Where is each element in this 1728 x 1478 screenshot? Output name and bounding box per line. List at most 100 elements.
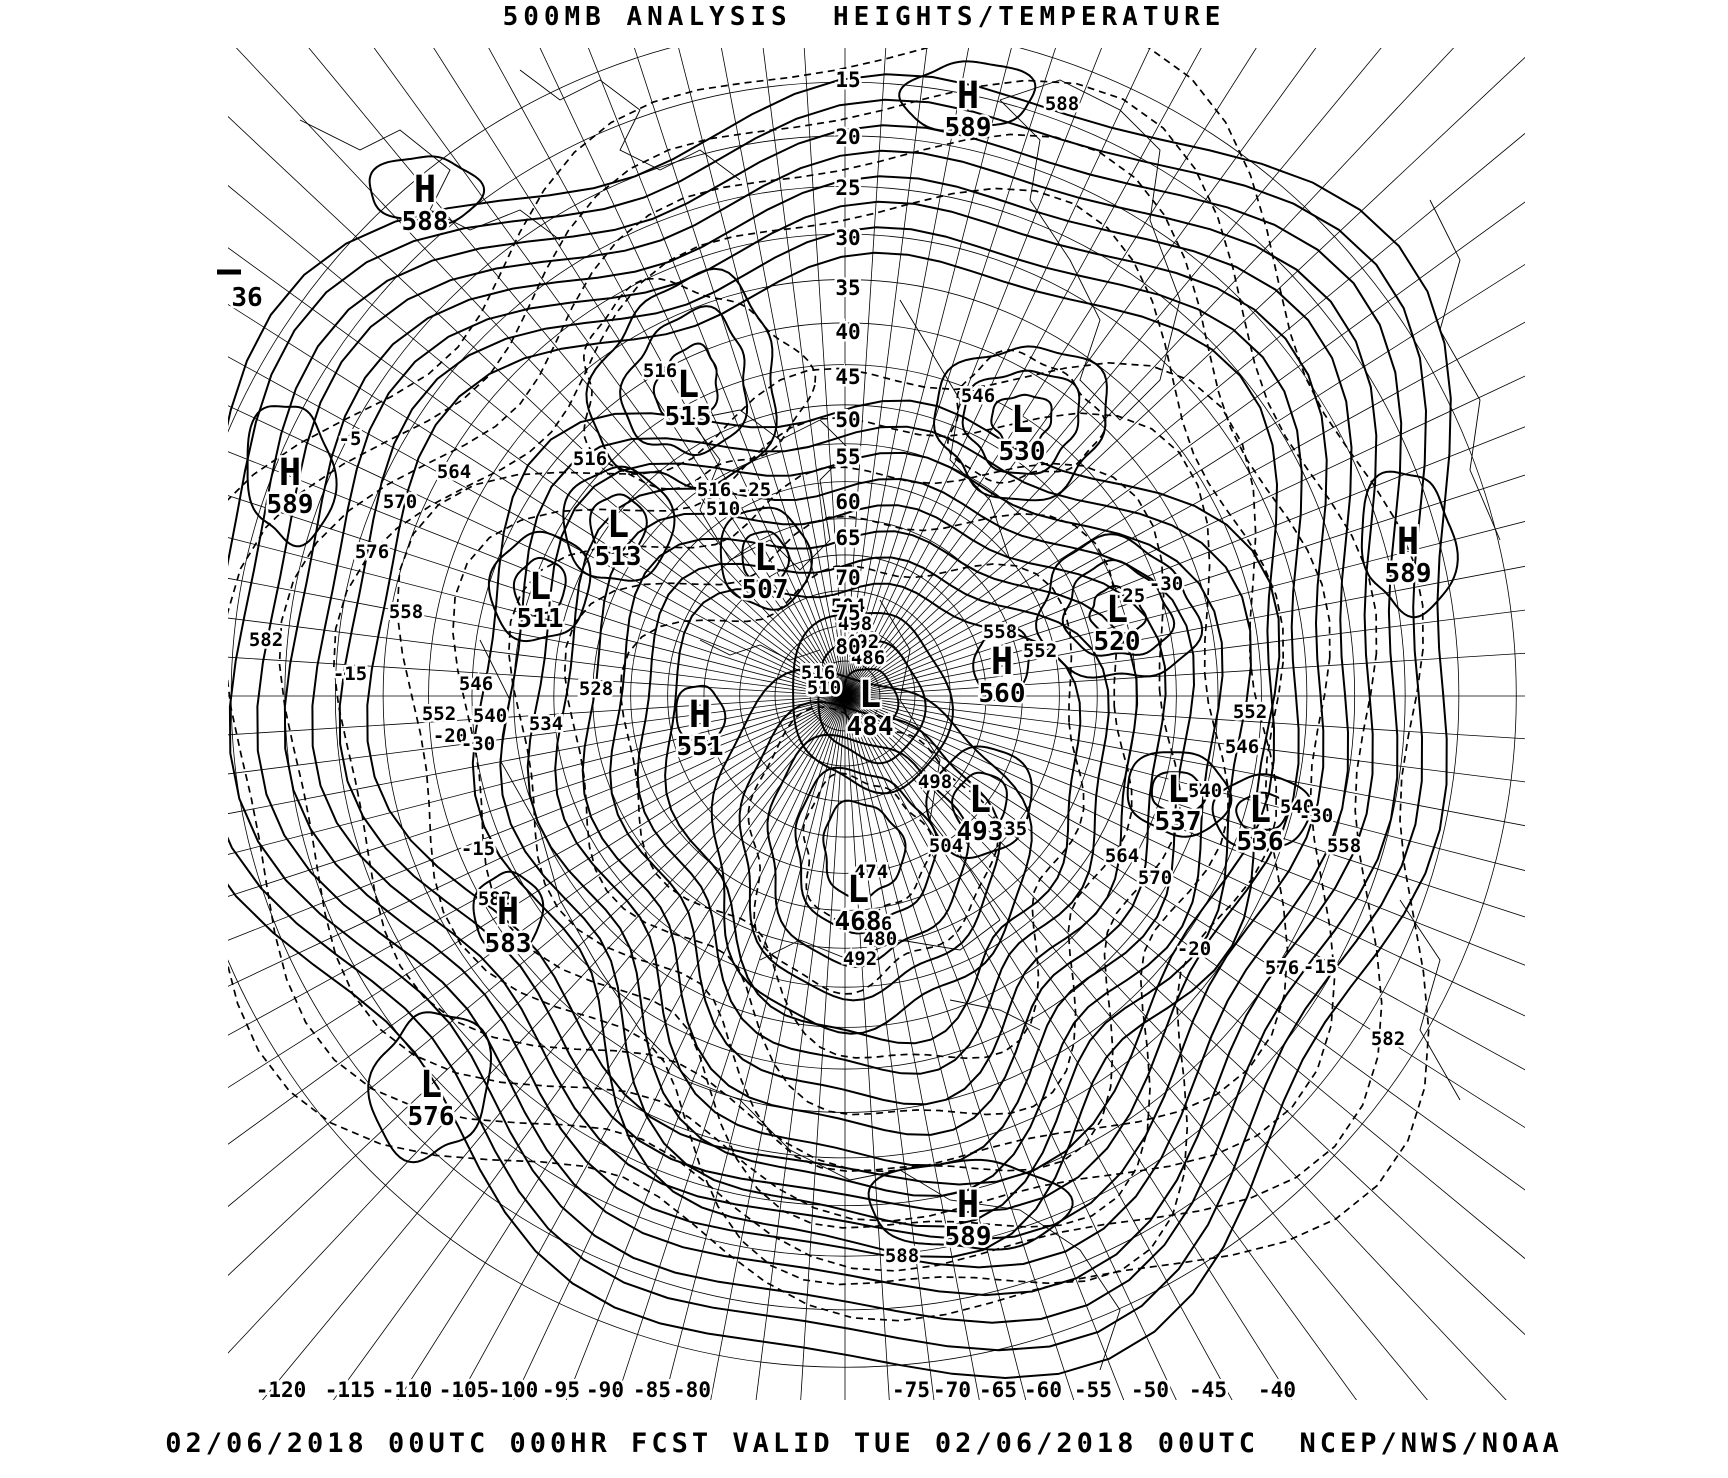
contour-label: -25 [1111,585,1145,607]
contour-label: 564 [437,461,471,483]
longitude-label: -55 [1074,1378,1112,1402]
contour-label: -35 [993,818,1027,840]
height-contour [792,611,954,795]
clipped-edge-label: 36 [231,283,262,313]
meridian-line [844,695,1525,1260]
meridian-line [844,48,928,697]
meridian-line [844,48,970,697]
height-contour [822,799,907,902]
height-contour [609,530,1139,1106]
meridian-line [457,695,846,1400]
latitude-label: 55 [835,445,860,469]
contour-label: 552 [1023,640,1057,662]
meridian-line [762,48,846,697]
latitude-label: 45 [835,365,860,389]
meridian-line [844,695,935,1400]
contour-label: 492 [845,631,879,653]
temperature-contour [619,563,1085,1060]
contour-label: 582 [1371,1028,1405,1050]
longitude-label: -80 [673,1378,711,1402]
height-contour [741,530,790,587]
pressure-center-value: 589 [1385,559,1432,589]
meridian-line [844,695,1525,740]
temperature-contour [802,772,934,929]
temperature-contour [507,462,1181,1173]
temperature-contour [582,277,817,491]
pressure-center-symbol: H [957,74,979,117]
height-contour [256,149,1378,1297]
contour-label: 510 [706,498,740,520]
longitude-label: -110 [382,1378,433,1402]
meridian-line [488,48,846,697]
meridian-line [228,116,846,697]
meridian-line [844,48,1102,697]
height-contour [652,342,719,423]
contour-label: 486 [858,913,892,935]
height-contour [675,684,727,747]
height-contour [1061,558,1176,657]
coastline [699,639,821,661]
contour-label: 558 [1327,835,1361,857]
height-contour [1126,751,1233,838]
meridian-line [565,695,846,1400]
pressure-center-symbol: H [991,640,1013,683]
pressure-center-value: 513 [595,542,642,572]
meridian-line [844,48,1012,697]
longitude-label: -105 [439,1378,490,1402]
height-contour [951,771,1008,833]
meridian-line [308,48,846,697]
meridian-line [844,695,1525,1017]
meridian-line [800,695,846,1400]
contour-label: 582 [478,888,512,910]
contour-label: 588 [885,1245,919,1267]
height-contour [581,504,1167,1136]
longitude-label: -50 [1131,1378,1169,1402]
height-contour [367,1011,493,1164]
meridian-line [844,695,1293,1400]
height-contour [719,506,813,611]
meridian-line [844,426,1525,697]
contour-label: 588 [1045,93,1079,115]
pressure-center-symbol: L [754,536,776,579]
temperature-contour [946,349,1107,484]
meridian-line [228,695,846,987]
height-contour [1150,771,1207,817]
contour-label: 516 [573,448,607,470]
meridian-line [844,609,1525,697]
latitude-label: 40 [835,320,860,344]
pressure-center-symbol: L [677,363,699,406]
meridian-line [228,695,846,775]
meridian-line [844,695,1525,872]
latitude-label: 25 [835,176,860,200]
longitude-label: -75 [892,1378,930,1402]
meridian-line [844,565,1525,697]
pressure-center-value: 507 [742,575,789,605]
contour-label: 474 [854,861,888,883]
meridian-line [844,695,1075,1400]
contour-label: -15 [333,663,367,685]
height-contour [817,639,927,765]
height-contour [512,556,567,617]
pressure-center-symbol: L [969,778,991,821]
pressure-center-value: 576 [408,1102,455,1132]
height-contour [710,667,1033,1035]
temperature-contours [228,48,1430,1322]
pressure-center-value: 536 [1237,827,1284,857]
height-contour [766,733,970,969]
meridian-line [844,695,1525,966]
meridian-line [397,695,846,1400]
meridian-line [228,656,846,697]
latitude-label: 80 [835,635,860,659]
pressure-center-value: 588 [402,207,449,237]
height-contour [636,556,1110,1075]
valid-time-footer: 02/06/2018 00UTC 000HR FCST VALID TUE 02… [165,1428,1563,1459]
pressure-center-value: 589 [945,113,992,143]
